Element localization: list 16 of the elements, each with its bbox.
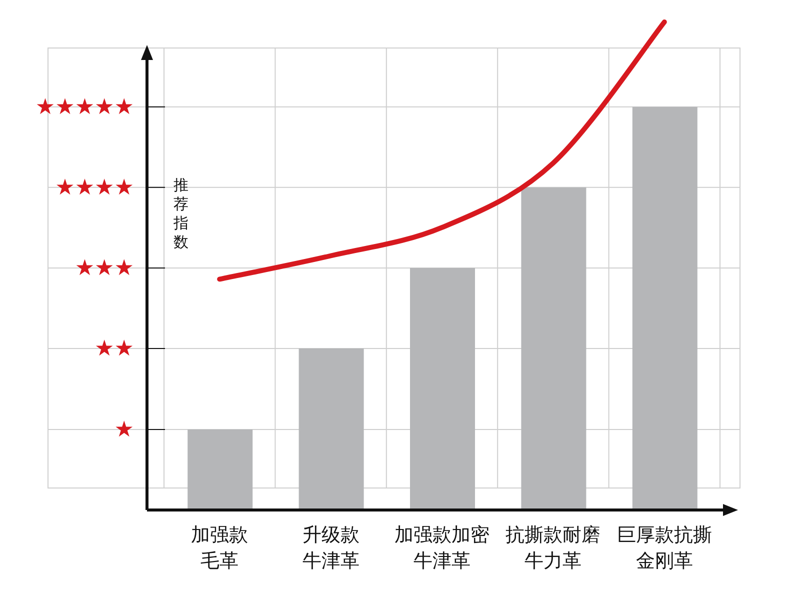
text: ★★★★ xyxy=(55,175,134,200)
text: ★★★ xyxy=(74,256,134,281)
bar xyxy=(188,429,253,510)
x-tick-label: 升级款牛津革 xyxy=(301,523,360,574)
x-tick-label: 加强款加密牛津革 xyxy=(394,523,490,574)
x-tick-label: 抗撕款耐磨牛力革 xyxy=(504,523,602,574)
text: ★★★★★ xyxy=(35,94,134,120)
text: ★ xyxy=(114,417,134,442)
y-axis-title: 推荐指数 xyxy=(173,176,189,252)
x-tick-label: 加强款毛革 xyxy=(190,523,250,574)
bar xyxy=(298,348,364,510)
bar xyxy=(410,268,475,510)
x-tick-label: 巨厚款抗撕金刚革 xyxy=(616,523,713,574)
bar xyxy=(632,106,698,510)
text: ★★ xyxy=(94,336,134,362)
bar xyxy=(521,187,586,510)
